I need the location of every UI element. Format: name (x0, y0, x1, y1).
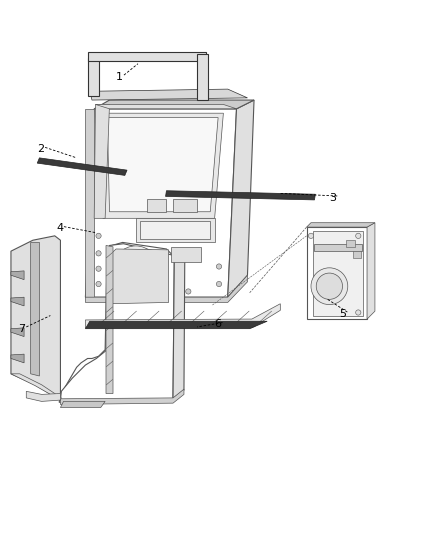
Circle shape (96, 281, 101, 287)
Text: 6: 6 (215, 319, 222, 329)
Polygon shape (353, 251, 361, 258)
Polygon shape (173, 249, 185, 399)
Circle shape (96, 233, 101, 238)
Polygon shape (106, 246, 113, 393)
Polygon shape (313, 231, 363, 316)
Polygon shape (171, 247, 201, 262)
Text: 5: 5 (339, 309, 346, 319)
Polygon shape (110, 249, 169, 304)
Polygon shape (346, 240, 355, 247)
Polygon shape (11, 236, 60, 400)
Text: 3: 3 (329, 193, 336, 203)
Polygon shape (140, 221, 210, 239)
Polygon shape (85, 304, 280, 328)
Polygon shape (11, 328, 24, 336)
Polygon shape (113, 251, 166, 302)
Polygon shape (37, 158, 127, 175)
Polygon shape (11, 354, 24, 363)
Polygon shape (11, 271, 24, 280)
Polygon shape (101, 113, 223, 219)
Polygon shape (60, 389, 184, 405)
Circle shape (96, 266, 101, 271)
Circle shape (216, 281, 222, 287)
Polygon shape (88, 59, 99, 96)
Polygon shape (88, 52, 206, 61)
Polygon shape (31, 243, 39, 376)
Polygon shape (228, 100, 254, 297)
Circle shape (119, 252, 152, 285)
Polygon shape (85, 109, 237, 297)
Polygon shape (60, 244, 174, 400)
Circle shape (129, 262, 142, 275)
Circle shape (96, 251, 101, 256)
Polygon shape (166, 191, 315, 200)
Polygon shape (95, 104, 237, 109)
Text: 1: 1 (116, 72, 123, 82)
Polygon shape (60, 401, 105, 408)
Text: 7: 7 (18, 324, 25, 334)
Circle shape (186, 289, 191, 294)
Polygon shape (85, 109, 94, 297)
Polygon shape (85, 321, 267, 329)
Polygon shape (85, 275, 247, 302)
Text: 4: 4 (56, 223, 63, 233)
Polygon shape (94, 104, 110, 219)
Polygon shape (107, 118, 218, 212)
Polygon shape (11, 374, 61, 400)
Circle shape (113, 246, 159, 292)
Text: 2: 2 (37, 144, 44, 154)
Polygon shape (59, 243, 175, 402)
Circle shape (311, 268, 348, 304)
Circle shape (216, 264, 222, 269)
Circle shape (151, 289, 156, 294)
Polygon shape (307, 223, 375, 227)
Polygon shape (90, 89, 247, 100)
Polygon shape (147, 199, 166, 212)
Circle shape (308, 233, 314, 238)
Polygon shape (136, 219, 215, 243)
Polygon shape (197, 54, 208, 100)
Polygon shape (367, 223, 375, 319)
Circle shape (316, 273, 343, 300)
Polygon shape (307, 227, 367, 319)
Polygon shape (94, 100, 254, 109)
Circle shape (356, 310, 361, 315)
Circle shape (142, 276, 160, 294)
Polygon shape (173, 199, 197, 212)
Circle shape (356, 233, 361, 238)
Polygon shape (314, 244, 362, 251)
Polygon shape (11, 297, 24, 306)
Polygon shape (26, 391, 60, 401)
